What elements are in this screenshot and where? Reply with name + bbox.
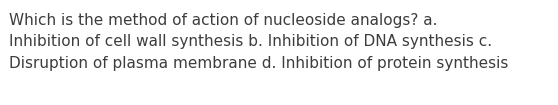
Text: Which is the method of action of nucleoside analogs? a.
Inhibition of cell wall : Which is the method of action of nucleos… [9,13,508,71]
